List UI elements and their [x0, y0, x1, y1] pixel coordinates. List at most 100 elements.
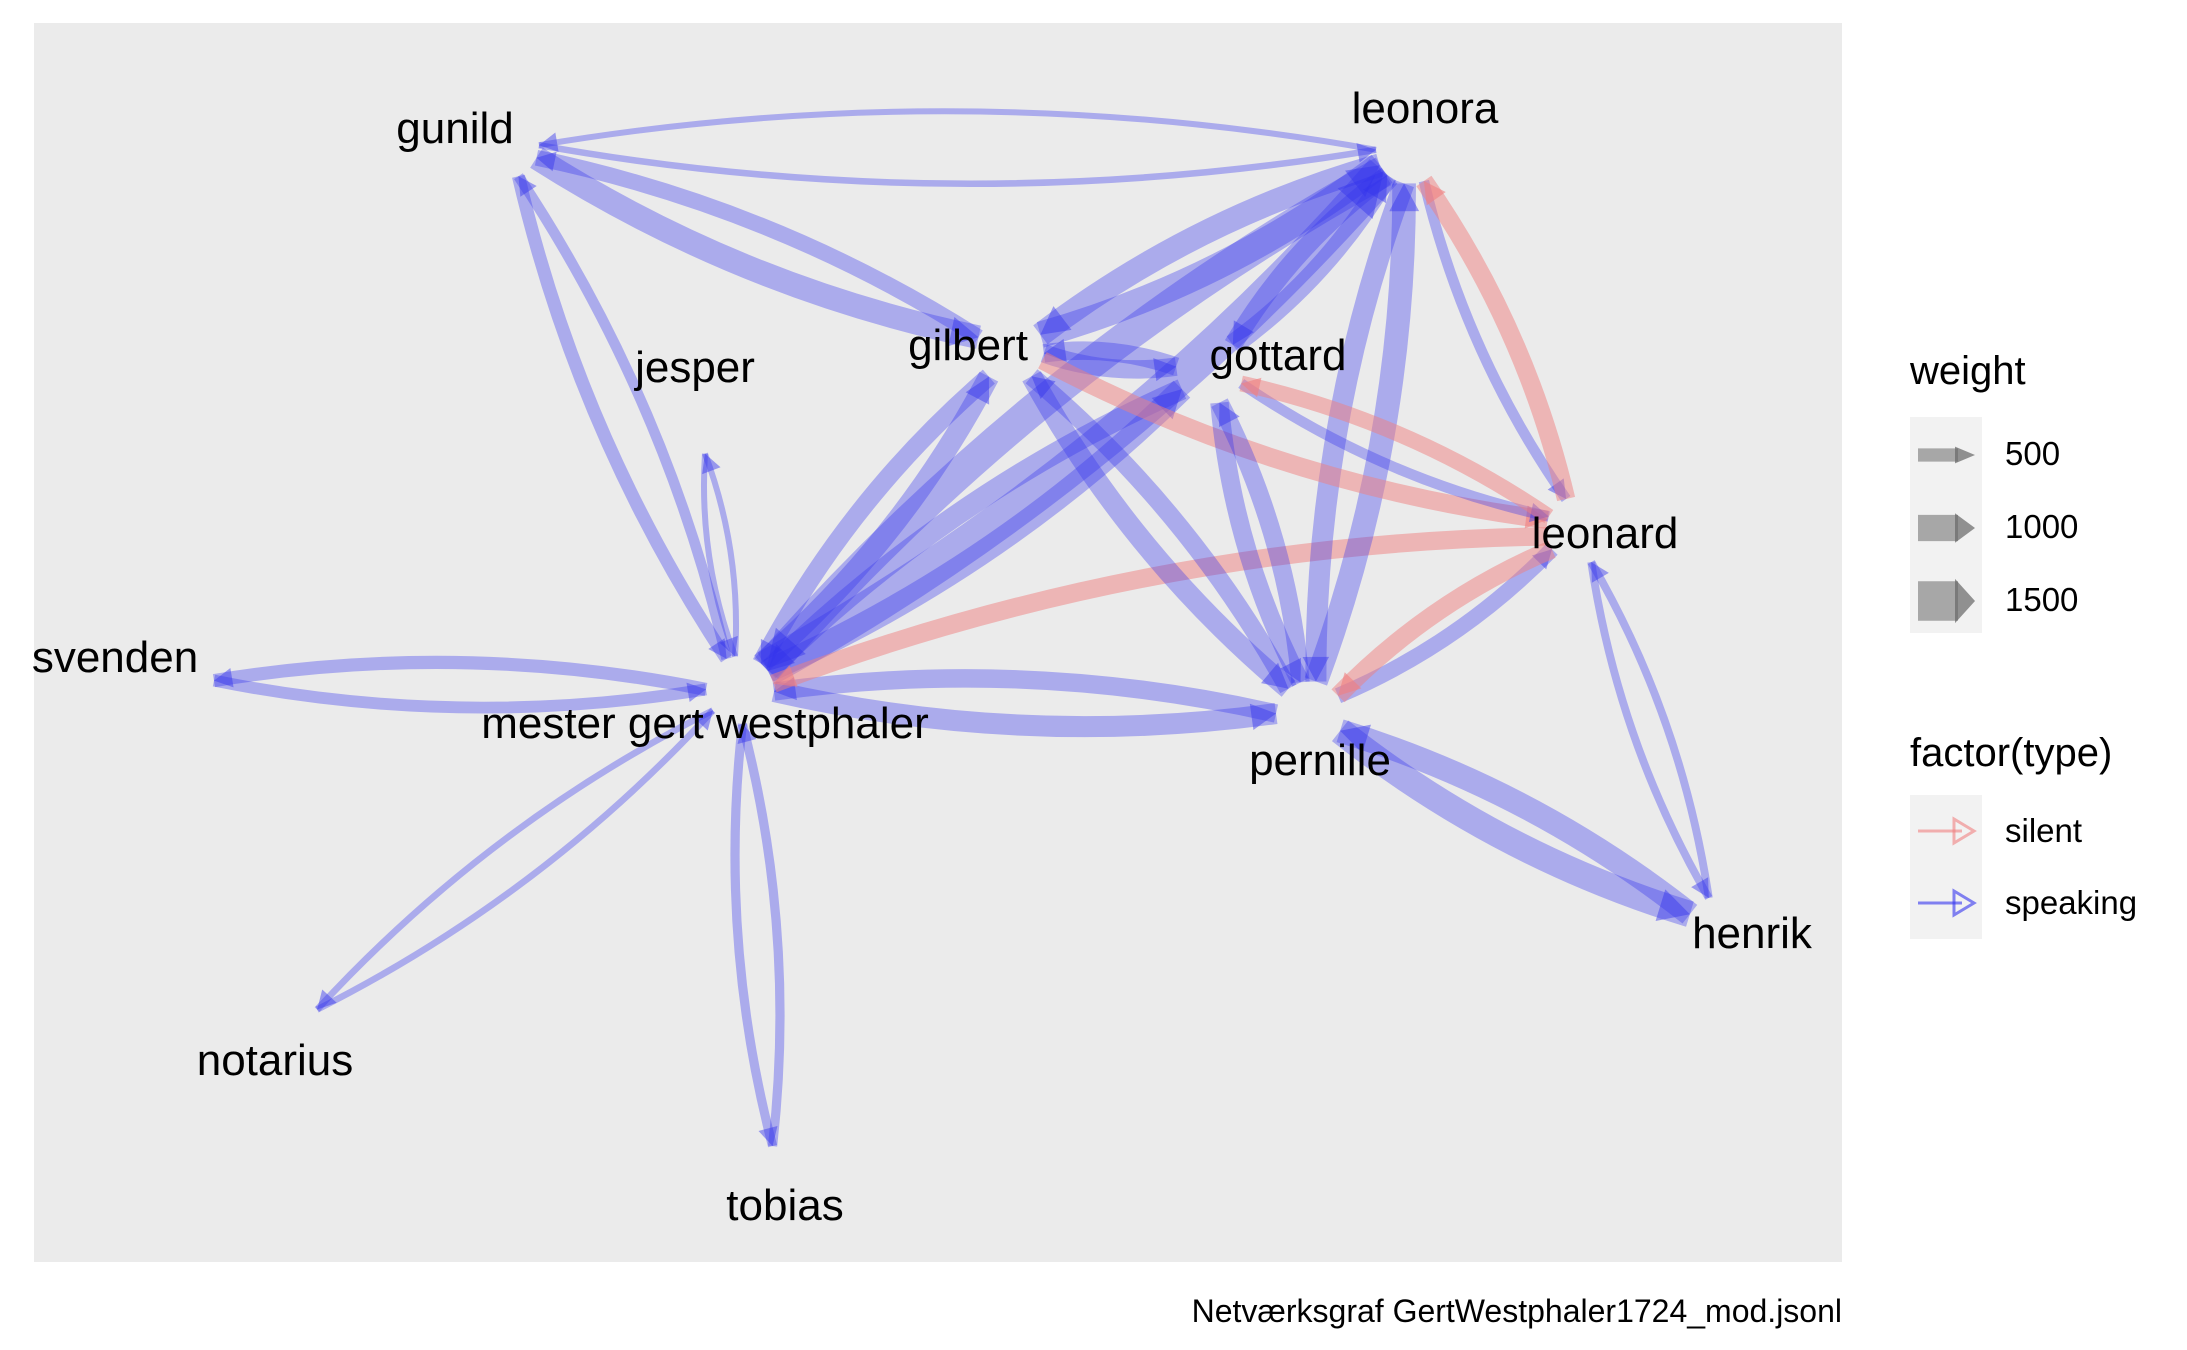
edge-arrowhead: [1302, 656, 1330, 682]
edge-line: [702, 452, 740, 657]
edge-line: [730, 723, 778, 1148]
edge-arrowhead: [213, 667, 234, 688]
edge-line: [1211, 398, 1310, 684]
edge-line: [771, 681, 1278, 738]
edge-gunild-to-leonora: [538, 141, 1377, 187]
edge-arrowhead: [1241, 377, 1262, 398]
edge-line: [1416, 175, 1576, 502]
edge-line: [1238, 379, 1550, 522]
edge-arrowhead: [1356, 143, 1377, 163]
edge-arrowhead: [1153, 358, 1177, 382]
edge-mester_gert-to-gilbert: [754, 371, 999, 672]
edge-pernille-to-henrik: [1331, 720, 1694, 927]
edge-arrowhead: [317, 989, 337, 1010]
edge-arrowhead: [702, 453, 721, 475]
legend-type-keys: [1918, 816, 1977, 918]
node-label-svenden: svenden: [32, 633, 198, 682]
edge-arrowhead: [758, 1126, 778, 1147]
edge-leonard-to-henrik: [1587, 561, 1713, 900]
legend-weight-label-1500: 1500: [2005, 581, 2078, 618]
edge-line: [1304, 183, 1416, 686]
legend-type-key-silent: [1918, 816, 1977, 846]
edge-line: [1033, 153, 1383, 345]
edge-arrowhead: [538, 132, 559, 152]
edge-arrowhead: [1043, 338, 1067, 362]
edge-leonard-to-mester_gert: [770, 527, 1547, 693]
edge-line: [1239, 375, 1554, 524]
edge-gottard-to-pernille: [1210, 401, 1309, 687]
edge-line: [772, 669, 1279, 723]
edge-mester_gert-to-gunild: [514, 173, 732, 660]
edge-line: [1210, 401, 1309, 687]
node-label-mester_gert: mester gert westphaler: [481, 699, 929, 748]
edge-line: [212, 674, 707, 714]
edge-line: [1036, 154, 1388, 348]
node-label-henrik: henrik: [1692, 909, 1813, 958]
edge-gottard-to-mester_gert: [760, 379, 1187, 679]
edge-arrowhead: [1249, 703, 1277, 730]
edge-line: [538, 108, 1377, 153]
edge-line: [512, 174, 733, 663]
legend-type: factor(type) silent speaking: [1910, 731, 2137, 939]
edge-line: [1226, 169, 1397, 354]
edge-arrowhead: [1040, 306, 1072, 335]
node-label-leonard: leonard: [1532, 509, 1679, 558]
edge-line: [1334, 543, 1558, 704]
legend-weight-key-1500: [1918, 578, 1975, 624]
edge-gilbert-to-leonora: [1036, 154, 1388, 348]
edge-line: [314, 707, 715, 1012]
edge-line: [538, 141, 1377, 187]
edge-arrowhead: [693, 710, 713, 731]
edge-henrik-to-pernille: [1336, 719, 1698, 924]
edge-arrowhead: [1340, 724, 1371, 754]
edge-line: [514, 173, 732, 660]
edge-leonora-to-gunild: [538, 108, 1377, 153]
edge-mester_gert-to-leonora: [757, 159, 1398, 685]
edge-leonora-to-mester_gert: [754, 157, 1392, 680]
caption: Netværksgraf GertWestphaler1724_mod.json…: [1192, 1293, 1842, 1329]
legend-weight-key-1000: [1918, 513, 1975, 543]
edge-line: [1331, 540, 1556, 703]
edge-gunild-to-mester_gert: [512, 174, 733, 663]
edge-arrowhead: [1345, 165, 1380, 198]
node-label-leonora: leonora: [1352, 84, 1499, 133]
legend-weight-label-500: 500: [2005, 435, 2060, 472]
edge-line: [752, 369, 995, 668]
edge-mester_gert-to-pernille: [771, 681, 1278, 738]
edge-line: [700, 453, 738, 658]
edge-gunild-to-gilbert: [530, 147, 981, 349]
edge-pernille-to-gottard: [1211, 398, 1310, 684]
edge-gilbert-to-gunild: [534, 150, 983, 344]
edge-arrowhead: [1423, 181, 1446, 206]
edge-mester_gert-to-gottard: [763, 380, 1191, 682]
edge-mester_gert-to-jesper: [702, 452, 740, 657]
edge-line: [770, 527, 1547, 693]
edge-gilbert-to-mester_gert: [752, 369, 995, 668]
edge-gilbert-to-gottard: [1040, 344, 1178, 382]
edge-gottard-to-leonora: [1226, 169, 1397, 354]
edge-line: [754, 157, 1392, 680]
edge-leonard-to-pernille: [1331, 540, 1556, 703]
legend-weight-key-head: [1955, 446, 1975, 464]
legend-type-label-silent: silent: [2005, 812, 2082, 849]
node-label-gunild: gunild: [396, 104, 513, 153]
edge-line: [763, 380, 1191, 682]
edge-mester_gert-to-tobias: [730, 723, 778, 1148]
legend-type-key-head: [1952, 888, 1977, 918]
edge-line: [534, 150, 983, 344]
edge-henrik-to-leonard: [1587, 560, 1713, 899]
node-label-pernille: pernille: [1249, 736, 1391, 785]
edge-line: [754, 371, 999, 672]
legend-weight-key-500: [1918, 446, 1975, 464]
edge-leonard-to-leonora: [1416, 175, 1576, 502]
edge-arrowhead: [686, 682, 707, 703]
edge-jesper-to-mester_gert: [700, 453, 738, 658]
edge-arrowhead: [737, 723, 757, 744]
edge-arrowhead: [1337, 171, 1384, 220]
edge-line: [1040, 344, 1178, 379]
edge-mester_gert-to-svenden: [212, 655, 708, 696]
edge-leonard-to-gottard: [1239, 375, 1554, 524]
edge-arrowhead: [1280, 657, 1301, 683]
edge-line: [1022, 371, 1296, 697]
